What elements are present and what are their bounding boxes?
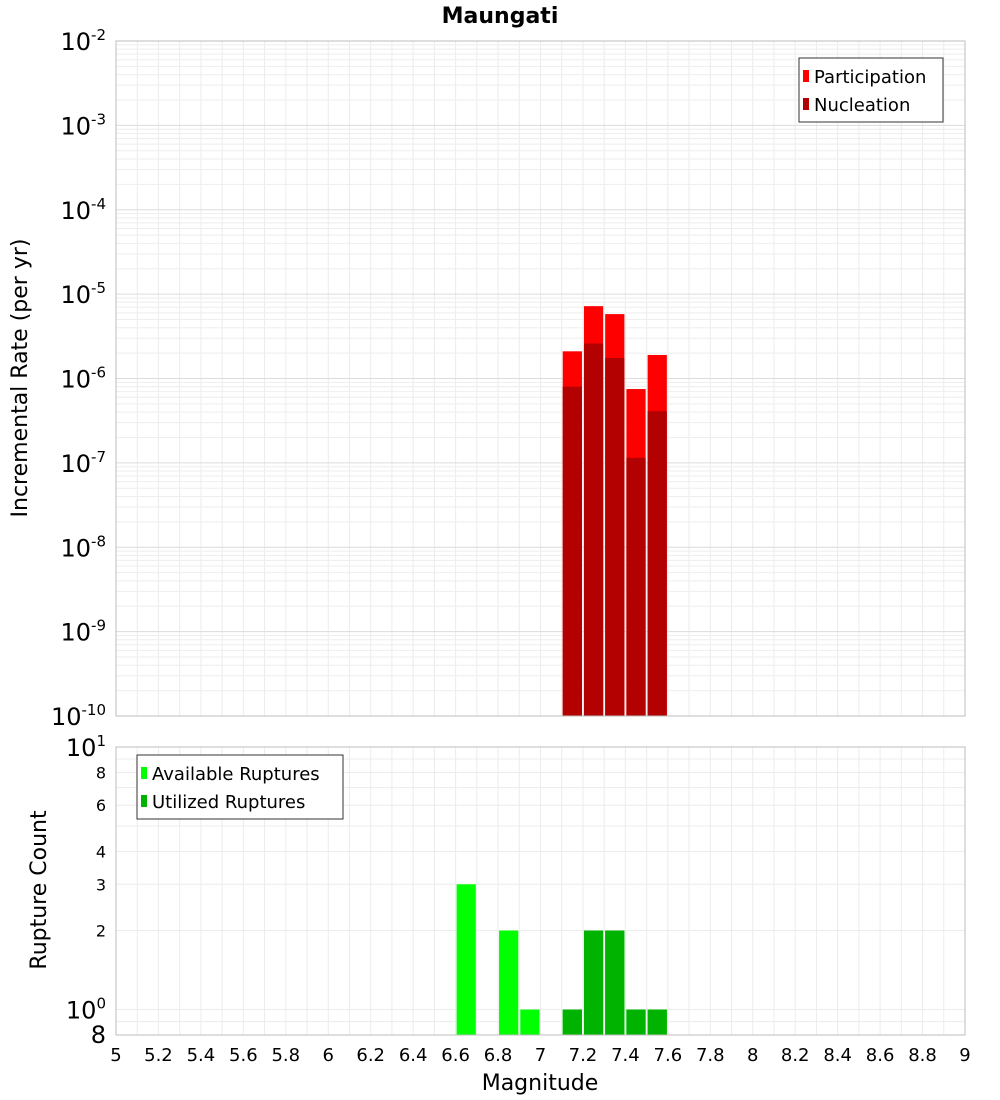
magnitude-x-axis-label: Magnitude: [482, 1071, 599, 1096]
magnitude-x-tick-label: 7.6: [654, 1045, 683, 1066]
rate-plot: 10-2 10-3 10-4 10-5 10-6 10-7 10-8 10-9 10-10 In…: [8, 26, 966, 731]
rate-legend-label: Nucleation: [814, 95, 910, 116]
magnitude-x-tick-label: 8.6: [866, 1045, 895, 1066]
count-bar-b: [562, 1009, 582, 1035]
rate-bar-b: [647, 411, 667, 716]
rate-y-tick-label: 10-2: [60, 26, 106, 56]
count-y-tick-label: 100: [66, 995, 106, 1025]
magnitude-x-tick-label: 8: [747, 1045, 758, 1066]
count-bar-a: [499, 930, 519, 1035]
magnitude-x-tick-label: 5.2: [144, 1045, 173, 1066]
rate-y-tick-label: 10-5: [60, 279, 106, 309]
count-bar-a: [520, 1009, 540, 1035]
count-plot-frame: [115, 746, 966, 1036]
count-legend-box: [136, 754, 344, 820]
magnitude-x-tick-label: 5.8: [271, 1045, 300, 1066]
count-y-minor-tick-label: 6: [96, 796, 106, 815]
count-y-minor-tick-label: 4: [96, 842, 106, 861]
rate-y-ticks: 10-2 10-3 10-4 10-5 10-6 10-7 10-8 10-9 10-10: [51, 26, 106, 731]
rate-y-tick-label: 10-8: [60, 532, 106, 562]
magnitude-x-tick-label: 6.6: [441, 1045, 470, 1066]
magnitude-x-tick-label: 6.8: [484, 1045, 513, 1066]
count-bars: [456, 884, 667, 1035]
magnitude-x-tick-label: 7: [535, 1045, 546, 1066]
rate-legend-swatch: [803, 70, 809, 82]
rate-y-tick-label: 10-6: [60, 364, 106, 394]
rate-legend-label: Participation: [814, 67, 926, 88]
count-grid: [115, 746, 966, 1036]
count-y-axis-label: Rupture Count: [27, 810, 52, 970]
magnitude-x-tick-label: 8.8: [908, 1045, 937, 1066]
magnitude-x-tick-label: 5.4: [187, 1045, 216, 1066]
magnitude-x-tick-label: 5: [110, 1045, 121, 1066]
magnitude-x-tick-label: 7.8: [696, 1045, 725, 1066]
rate-y-tick-label: 10-7: [60, 448, 106, 478]
count-legend-label: Available Ruptures: [152, 764, 320, 785]
rate-y-tick-label: 10-4: [60, 195, 106, 225]
count-bar-b: [647, 1009, 667, 1035]
count-legend-swatch: [141, 795, 147, 807]
count-legend-swatch: [141, 767, 147, 779]
rate-y-tick-label: 10-3: [60, 110, 106, 140]
rate-y-tick-label: 10-9: [60, 617, 106, 647]
count-bar-b: [605, 930, 625, 1035]
rate-bar-b: [562, 386, 582, 716]
magnitude-x-tick-label: 6.4: [399, 1045, 428, 1066]
count-y-minor-tick-label: 2: [96, 922, 106, 941]
magnitude-x-tick-label: 7.2: [569, 1045, 598, 1066]
count-bar-b: [583, 930, 604, 1035]
rate-grid: [115, 41, 966, 717]
count-y-minor-tick-label: 3: [96, 875, 106, 894]
magnitude-x-tick-label: 8.4: [823, 1045, 852, 1066]
rate-bar-b: [583, 343, 604, 716]
count-legend-label: Utilized Ruptures: [152, 792, 305, 813]
chart-title: Maungati: [442, 4, 559, 29]
rate-bar-b: [626, 457, 646, 716]
rate-bar-b: [605, 357, 625, 716]
count-legend: Available Ruptures Utilized Ruptures: [136, 754, 344, 820]
rate-y-axis-label: Incremental Rate (per yr): [8, 239, 33, 518]
rate-legend-box: [798, 57, 944, 123]
magnitude-x-tick-label: 9: [959, 1045, 970, 1066]
magnitude-x-ticks: 5 5.2 5.4 5.6 5.8 6 6.2 6.4 6.6 6.8 7 7.2 7.4 7.6 7.8 8…: [110, 1045, 970, 1066]
count-y-tick-label: 101: [66, 732, 106, 762]
rate-legend: Participation Nucleation: [798, 57, 944, 123]
magnitude-x-tick-label: 7.4: [611, 1045, 640, 1066]
magnitude-x-tick-label: 5.6: [229, 1045, 258, 1066]
count-y-minor-tick-label: 8: [91, 1021, 106, 1049]
count-y-minor-tick-label: 8: [96, 763, 106, 782]
count-bar-a: [456, 884, 476, 1035]
magnitude-x-tick-label: 6.2: [356, 1045, 385, 1066]
rate-y-tick-label: 10-10: [51, 701, 106, 731]
magnitude-x-tick-label: 6: [323, 1045, 334, 1066]
magnitude-x-tick-label: 8.2: [781, 1045, 810, 1066]
rate-bars: [562, 306, 667, 716]
rate-plot-frame: [115, 40, 966, 717]
rate-legend-swatch: [803, 98, 809, 110]
count-bar-b: [626, 1009, 646, 1035]
